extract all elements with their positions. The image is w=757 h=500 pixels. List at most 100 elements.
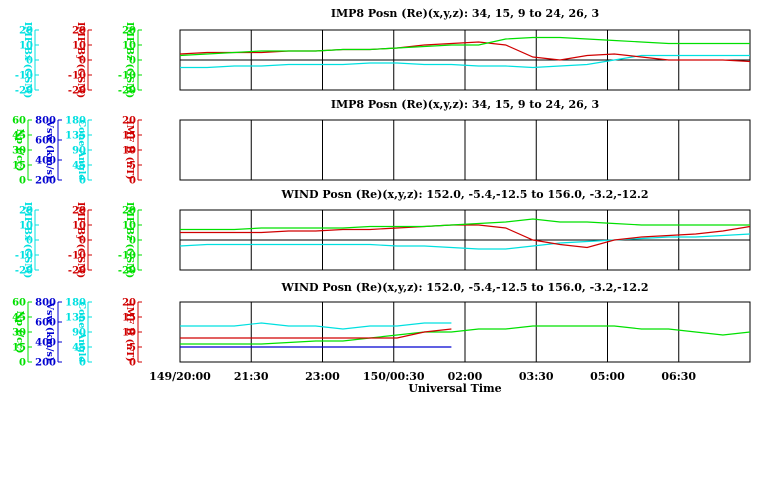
y-tick-label: 0 (129, 56, 136, 67)
y-tick-label: 800 (35, 298, 56, 309)
y-tick-label: -10 (68, 71, 86, 82)
y-tick-label: 0 (26, 56, 33, 67)
y-tick-label: 400 (35, 156, 56, 167)
y-tick-label: 0 (129, 176, 136, 187)
series-line (180, 224, 751, 249)
series-line (179, 233, 751, 250)
y-tick-label: 0 (19, 176, 26, 187)
y-tick-label: 90 (72, 328, 86, 339)
x-tick-label: 03:30 (519, 370, 554, 383)
x-tick-label: 06:30 (661, 370, 696, 383)
panel-title: IMP8 Posn (Re)(x,y,z): 34, 15, 9 to 24, … (331, 7, 599, 20)
series-line (180, 54, 750, 69)
y-tick-label: 15 (122, 313, 136, 324)
y-tick-label: 20 (72, 26, 86, 37)
y-tick-label: 0 (129, 236, 136, 247)
x-tick-label: 150/00:30 (363, 370, 425, 383)
y-tick-label: 0 (19, 358, 26, 369)
y-tick-label: 45 (12, 313, 26, 324)
y-tick-label: 10 (19, 221, 33, 232)
y-tick-label: 0 (79, 56, 86, 67)
y-tick-label: 600 (35, 136, 56, 147)
y-axis: 60 45 30 15 0 Np (/cc) (12, 298, 32, 369)
y-tick-label: 0 (26, 236, 33, 247)
y-tick-label: 10 (122, 41, 136, 52)
y-tick-label: -20 (68, 266, 86, 277)
y-tick-label: 135 (65, 131, 86, 142)
y-tick-label: 180 (65, 298, 86, 309)
y-axis-label: Vsw (km/s) (44, 302, 55, 362)
y-axis-label: IMF By (GSM) (75, 22, 86, 98)
panel-title: WIND Posn (Re)(x,y,z): 152.0, -5.4,-12.5… (281, 188, 649, 201)
x-tick-label: 21:30 (234, 370, 269, 383)
y-axis-label: IMF By (GSM) (75, 202, 86, 278)
y-tick-label: 15 (122, 131, 136, 142)
y-tick-label: -20 (15, 86, 33, 97)
x-tick-label: 02:00 (448, 370, 483, 383)
y-tick-label: 135 (65, 313, 86, 324)
y-tick-label: 30 (12, 146, 26, 157)
y-tick-label: 20 (122, 116, 136, 127)
y-tick-label: 10 (122, 146, 136, 157)
y-tick-label: 45 (72, 161, 86, 172)
y-tick-label: 60 (12, 116, 26, 127)
y-tick-label: 10 (122, 328, 136, 339)
y-tick-label: 0 (79, 176, 86, 187)
y-tick-label: 0 (129, 358, 136, 369)
y-tick-label: 5 (129, 161, 136, 172)
y-axis-label: IMF Bx (GSM) (22, 202, 33, 279)
y-tick-label: 45 (72, 343, 86, 354)
y-tick-label: 20 (72, 206, 86, 217)
y-tick-label: -20 (118, 266, 136, 277)
panel-title: WIND Posn (Re)(x,y,z): 152.0, -5.4,-12.5… (281, 281, 649, 294)
y-tick-label: 30 (12, 328, 26, 339)
y-tick-label: 45 (12, 131, 26, 142)
y-tick-label: 400 (35, 338, 56, 349)
y-axis-label: Vsw (km/s) (44, 120, 55, 180)
y-axis-label: IMF Bz (GSM) (124, 202, 135, 278)
panel-title: IMP8 Posn (Re)(x,y,z): 34, 15, 9 to 24, … (331, 98, 599, 111)
y-tick-label: -10 (118, 71, 136, 82)
y-tick-label: -20 (15, 266, 33, 277)
y-tick-label: 0 (79, 358, 86, 369)
y-tick-label: 20 (19, 206, 33, 217)
y-tick-label: 0 (79, 236, 86, 247)
y-tick-label: 15 (12, 161, 26, 172)
y-axis-label: IMF B (nT) (124, 120, 135, 179)
y-tick-label: 20 (122, 206, 136, 217)
y-tick-label: 800 (35, 116, 56, 127)
series-line (180, 325, 751, 345)
x-tick-label: 23:00 (305, 370, 340, 383)
y-tick-label: 10 (72, 221, 86, 232)
y-tick-label: 15 (12, 343, 26, 354)
y-tick-label: 10 (19, 41, 33, 52)
panel-4: WIND Posn (Re)(x,y,z): 152.0, -5.4,-12.5… (12, 281, 751, 369)
y-tick-label: 20 (122, 26, 136, 37)
y-tick-label: 600 (35, 318, 56, 329)
y-axis-label: Np (/cc) (14, 129, 25, 172)
y-axis-label: IMF B (nT) (124, 302, 135, 361)
x-tick-label: 05:00 (590, 370, 625, 383)
y-tick-label: 5 (129, 343, 136, 354)
y-tick-label: 20 (122, 298, 136, 309)
panel-2: IMP8 Posn (Re)(x,y,z): 34, 15, 9 to 24, … (12, 98, 751, 187)
y-tick-label: 10 (72, 41, 86, 52)
y-tick-label: 10 (122, 221, 136, 232)
y-tick-label: 200 (35, 176, 56, 187)
y-tick-label: 90 (72, 146, 86, 157)
y-tick-label: 200 (35, 358, 56, 369)
x-axis-label: Universal Time (408, 382, 501, 395)
y-axis-label: Cone Angle (76, 302, 87, 363)
series-line (179, 41, 751, 63)
x-tick-label: 149/20:00 (149, 370, 211, 383)
